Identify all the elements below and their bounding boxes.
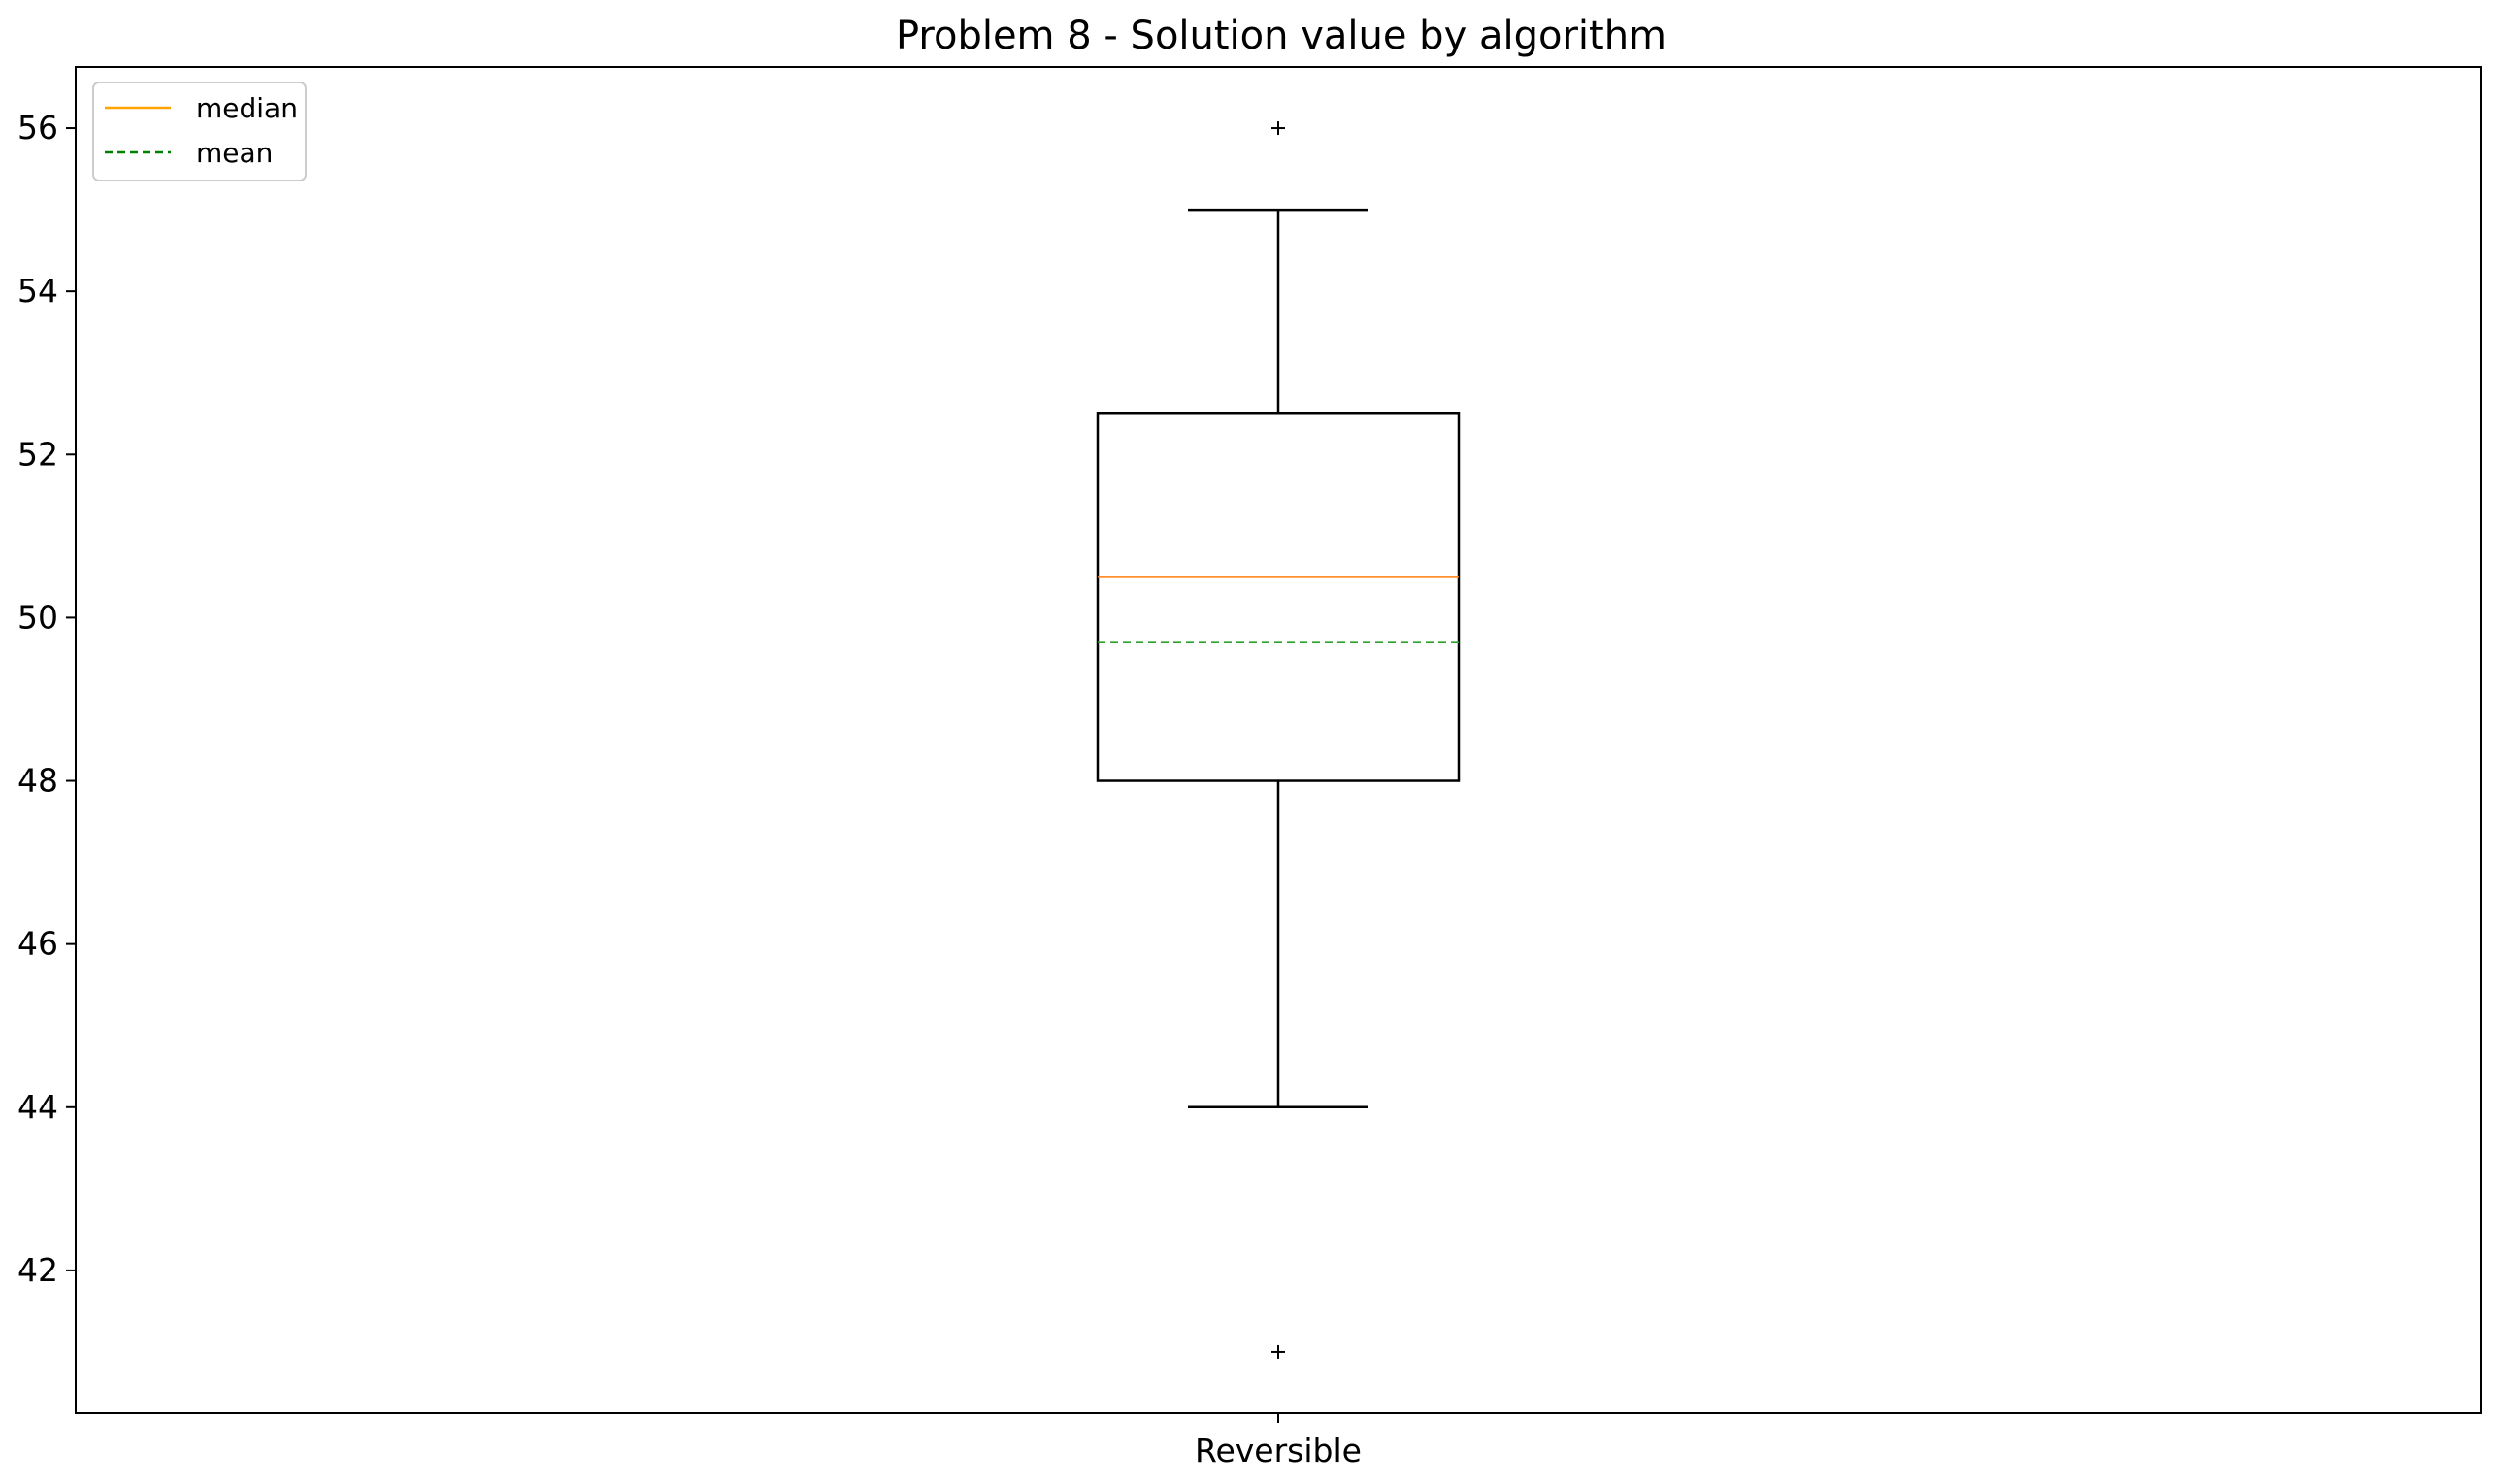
y-tick-label: 42 (17, 1251, 58, 1289)
legend-mean-label: mean (196, 137, 273, 169)
plot-frame (75, 66, 2482, 1414)
x-axis: Reversible (1195, 1413, 1362, 1469)
chart-title: Problem 8 - Solution value by algorithm (896, 14, 1666, 58)
y-tick-label: 54 (17, 272, 58, 310)
y-tick-label: 44 (17, 1088, 58, 1126)
y-tick-label: 48 (17, 762, 58, 800)
y-axis: 42 44 46 48 50 52 54 56 (17, 109, 76, 1289)
y-tick-label: 46 (17, 925, 58, 963)
interquartile-box (1096, 412, 1461, 782)
box-reversible (1096, 121, 1461, 1359)
y-tick-label: 50 (17, 598, 58, 636)
x-tick-label: Reversible (1195, 1432, 1362, 1469)
legend: median mean (92, 82, 307, 181)
box-series (1096, 121, 1461, 1359)
y-tick-label: 56 (17, 109, 58, 147)
outlier-point (1271, 1344, 1285, 1359)
legend-median-label: median (196, 92, 298, 124)
outlier-point (1271, 121, 1285, 136)
y-tick-label: 52 (17, 435, 58, 473)
